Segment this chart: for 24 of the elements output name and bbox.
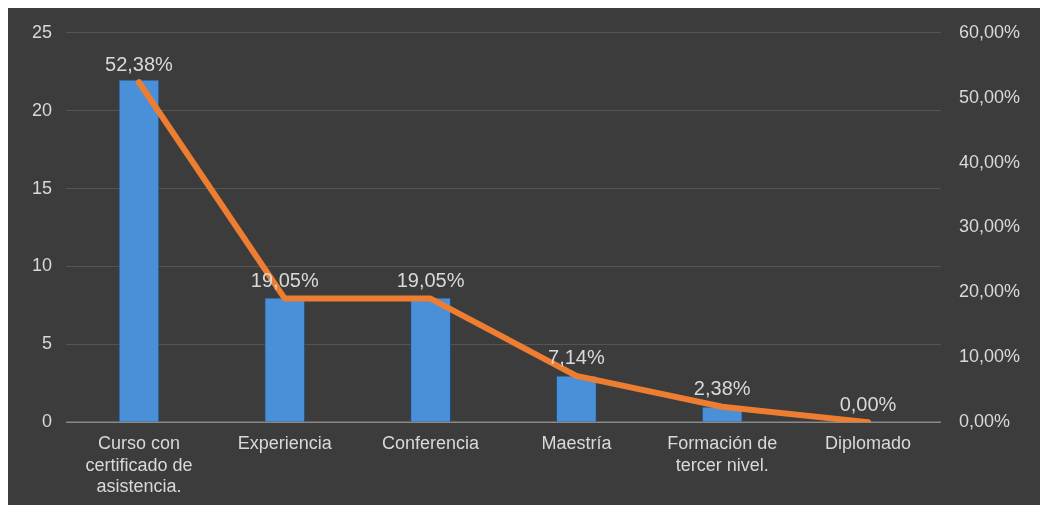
y2-tick-label: 60,00%: [958, 21, 1021, 42]
y2-tick-label: 40,00%: [958, 151, 1021, 172]
y-tick-label: 5: [42, 333, 53, 354]
y-tick-label: 20: [31, 99, 53, 120]
y2-tick-label: 10,00%: [958, 346, 1021, 367]
x-tick-label: Diplomado: [825, 432, 912, 453]
data-label: 52,38%: [105, 52, 174, 75]
y-tick-label: 0: [42, 411, 53, 432]
y-tick-label: 15: [31, 177, 53, 198]
data-label: 7,14%: [548, 346, 605, 369]
y2-tick-label: 30,00%: [958, 216, 1021, 237]
y-tick-label: 10: [31, 255, 53, 276]
data-label: 0,00%: [839, 392, 897, 415]
y2-tick-label: 50,00%: [958, 86, 1021, 107]
x-tick-label: Curso con certificado de asistencia.: [85, 432, 193, 497]
x-tick-label: Experiencia: [237, 432, 333, 453]
y-tick-label: 25: [31, 21, 53, 42]
x-tick-label: Conferencia: [382, 432, 481, 453]
data-label: 19,05%: [396, 269, 465, 292]
x-tick-label: Formación de tercer nivel.: [667, 432, 778, 475]
y2-tick-label: 20,00%: [958, 281, 1021, 302]
data-label: 2,38%: [693, 377, 751, 400]
x-tick-label: Maestría: [541, 432, 613, 453]
y2-tick-label: 0,00%: [958, 411, 1010, 432]
